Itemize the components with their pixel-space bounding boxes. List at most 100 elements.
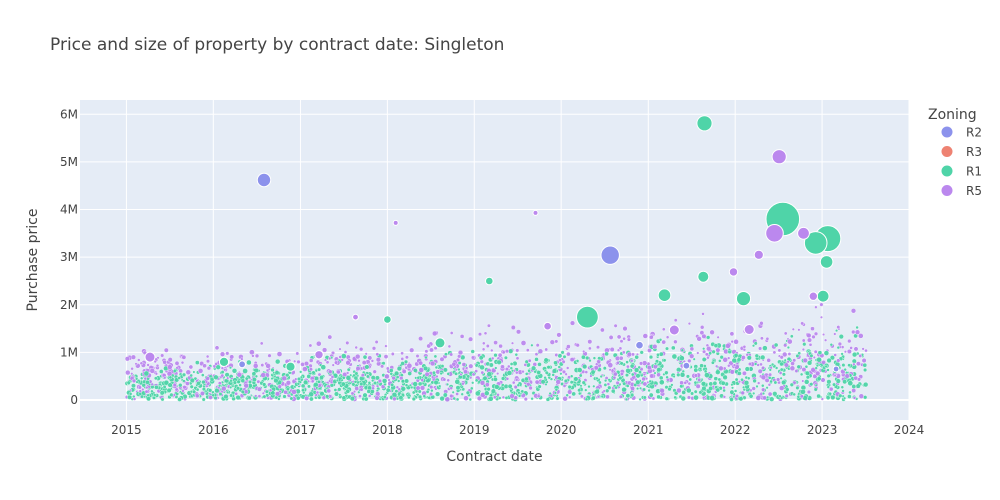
data-point (178, 383, 183, 388)
y-tick-label: 4M (60, 203, 78, 217)
data-point (575, 343, 580, 348)
data-point (743, 380, 750, 386)
data-point (836, 358, 841, 363)
data-point (218, 392, 223, 396)
data-point (461, 362, 467, 367)
data-point (307, 384, 311, 389)
data-point (367, 355, 373, 361)
data-point (581, 354, 586, 360)
data-point (474, 369, 479, 373)
data-point (457, 354, 462, 359)
data-point (767, 391, 773, 397)
data-point (268, 388, 273, 392)
data-point (757, 368, 763, 374)
data-point (295, 351, 300, 356)
data-point (182, 385, 187, 390)
data-point (400, 357, 405, 361)
data-point (630, 386, 636, 391)
data-point (181, 389, 185, 393)
data-point (830, 394, 836, 400)
data-point (582, 349, 586, 354)
legend-item-r2[interactable]: R2 (940, 125, 982, 140)
data-point (364, 364, 370, 370)
data-point (796, 364, 801, 369)
data-point (688, 377, 693, 382)
data-point (192, 389, 197, 394)
data-point (738, 396, 744, 402)
data-point (546, 365, 551, 370)
data-point (555, 396, 560, 401)
data-point (810, 367, 816, 373)
data-point (125, 369, 131, 376)
data-point (128, 392, 133, 396)
data-point (777, 348, 782, 353)
data-point (335, 378, 340, 383)
data-point (649, 373, 655, 379)
x-tick-label: 2020 (546, 423, 577, 437)
data-point (569, 380, 574, 385)
data-point (341, 395, 347, 401)
data-point-r5 (808, 291, 818, 301)
data-point (177, 376, 181, 380)
data-point (211, 393, 215, 398)
data-point (214, 387, 220, 394)
data-point (407, 371, 413, 376)
data-point (426, 343, 432, 349)
data-point (389, 368, 394, 373)
data-point (144, 389, 149, 394)
data-point (188, 364, 194, 370)
x-tick-label: 2017 (285, 423, 316, 437)
legend-item-r5[interactable]: R5 (940, 184, 982, 198)
data-point (656, 394, 661, 400)
data-point (425, 389, 430, 394)
data-point (180, 360, 185, 365)
data-point (445, 382, 450, 386)
data-point (479, 380, 486, 386)
data-point (741, 370, 747, 376)
data-point (652, 344, 658, 350)
data-point (551, 373, 555, 377)
data-point (689, 346, 695, 352)
data-point (819, 302, 824, 307)
data-point-r1 (285, 361, 296, 372)
legend[interactable]: Zoning R2 R3 R1 R5 (928, 107, 982, 198)
data-point (351, 382, 356, 387)
data-point (811, 334, 816, 340)
data-point (340, 378, 344, 382)
data-point (767, 375, 772, 380)
legend-item-r3[interactable]: R3 (940, 145, 982, 159)
data-point (361, 360, 367, 365)
data-point (206, 366, 212, 371)
legend-item-r1[interactable]: R1 (940, 164, 982, 179)
data-point (254, 394, 258, 398)
data-point (851, 351, 858, 358)
data-point (374, 375, 380, 381)
data-point (479, 359, 484, 364)
data-point (832, 382, 837, 387)
data-point (787, 352, 792, 356)
data-point (515, 356, 520, 361)
data-point (659, 388, 665, 394)
data-point (524, 372, 529, 376)
data-point (789, 334, 794, 339)
data-point (599, 374, 603, 379)
data-point (567, 384, 572, 389)
data-point (554, 339, 559, 344)
data-point (806, 360, 813, 366)
data-point (762, 345, 768, 351)
data-point (758, 346, 763, 351)
data-point (236, 379, 241, 384)
data-point (234, 391, 239, 396)
data-point (504, 349, 510, 354)
data-point (531, 365, 537, 371)
data-point (826, 373, 831, 378)
data-point (359, 387, 364, 392)
data-point (835, 329, 839, 333)
data-point (181, 354, 187, 360)
data-point-r5 (314, 350, 324, 360)
data-point (826, 357, 832, 364)
data-point (201, 373, 205, 377)
data-point (683, 380, 688, 385)
data-point (185, 381, 190, 386)
data-point (565, 393, 569, 397)
